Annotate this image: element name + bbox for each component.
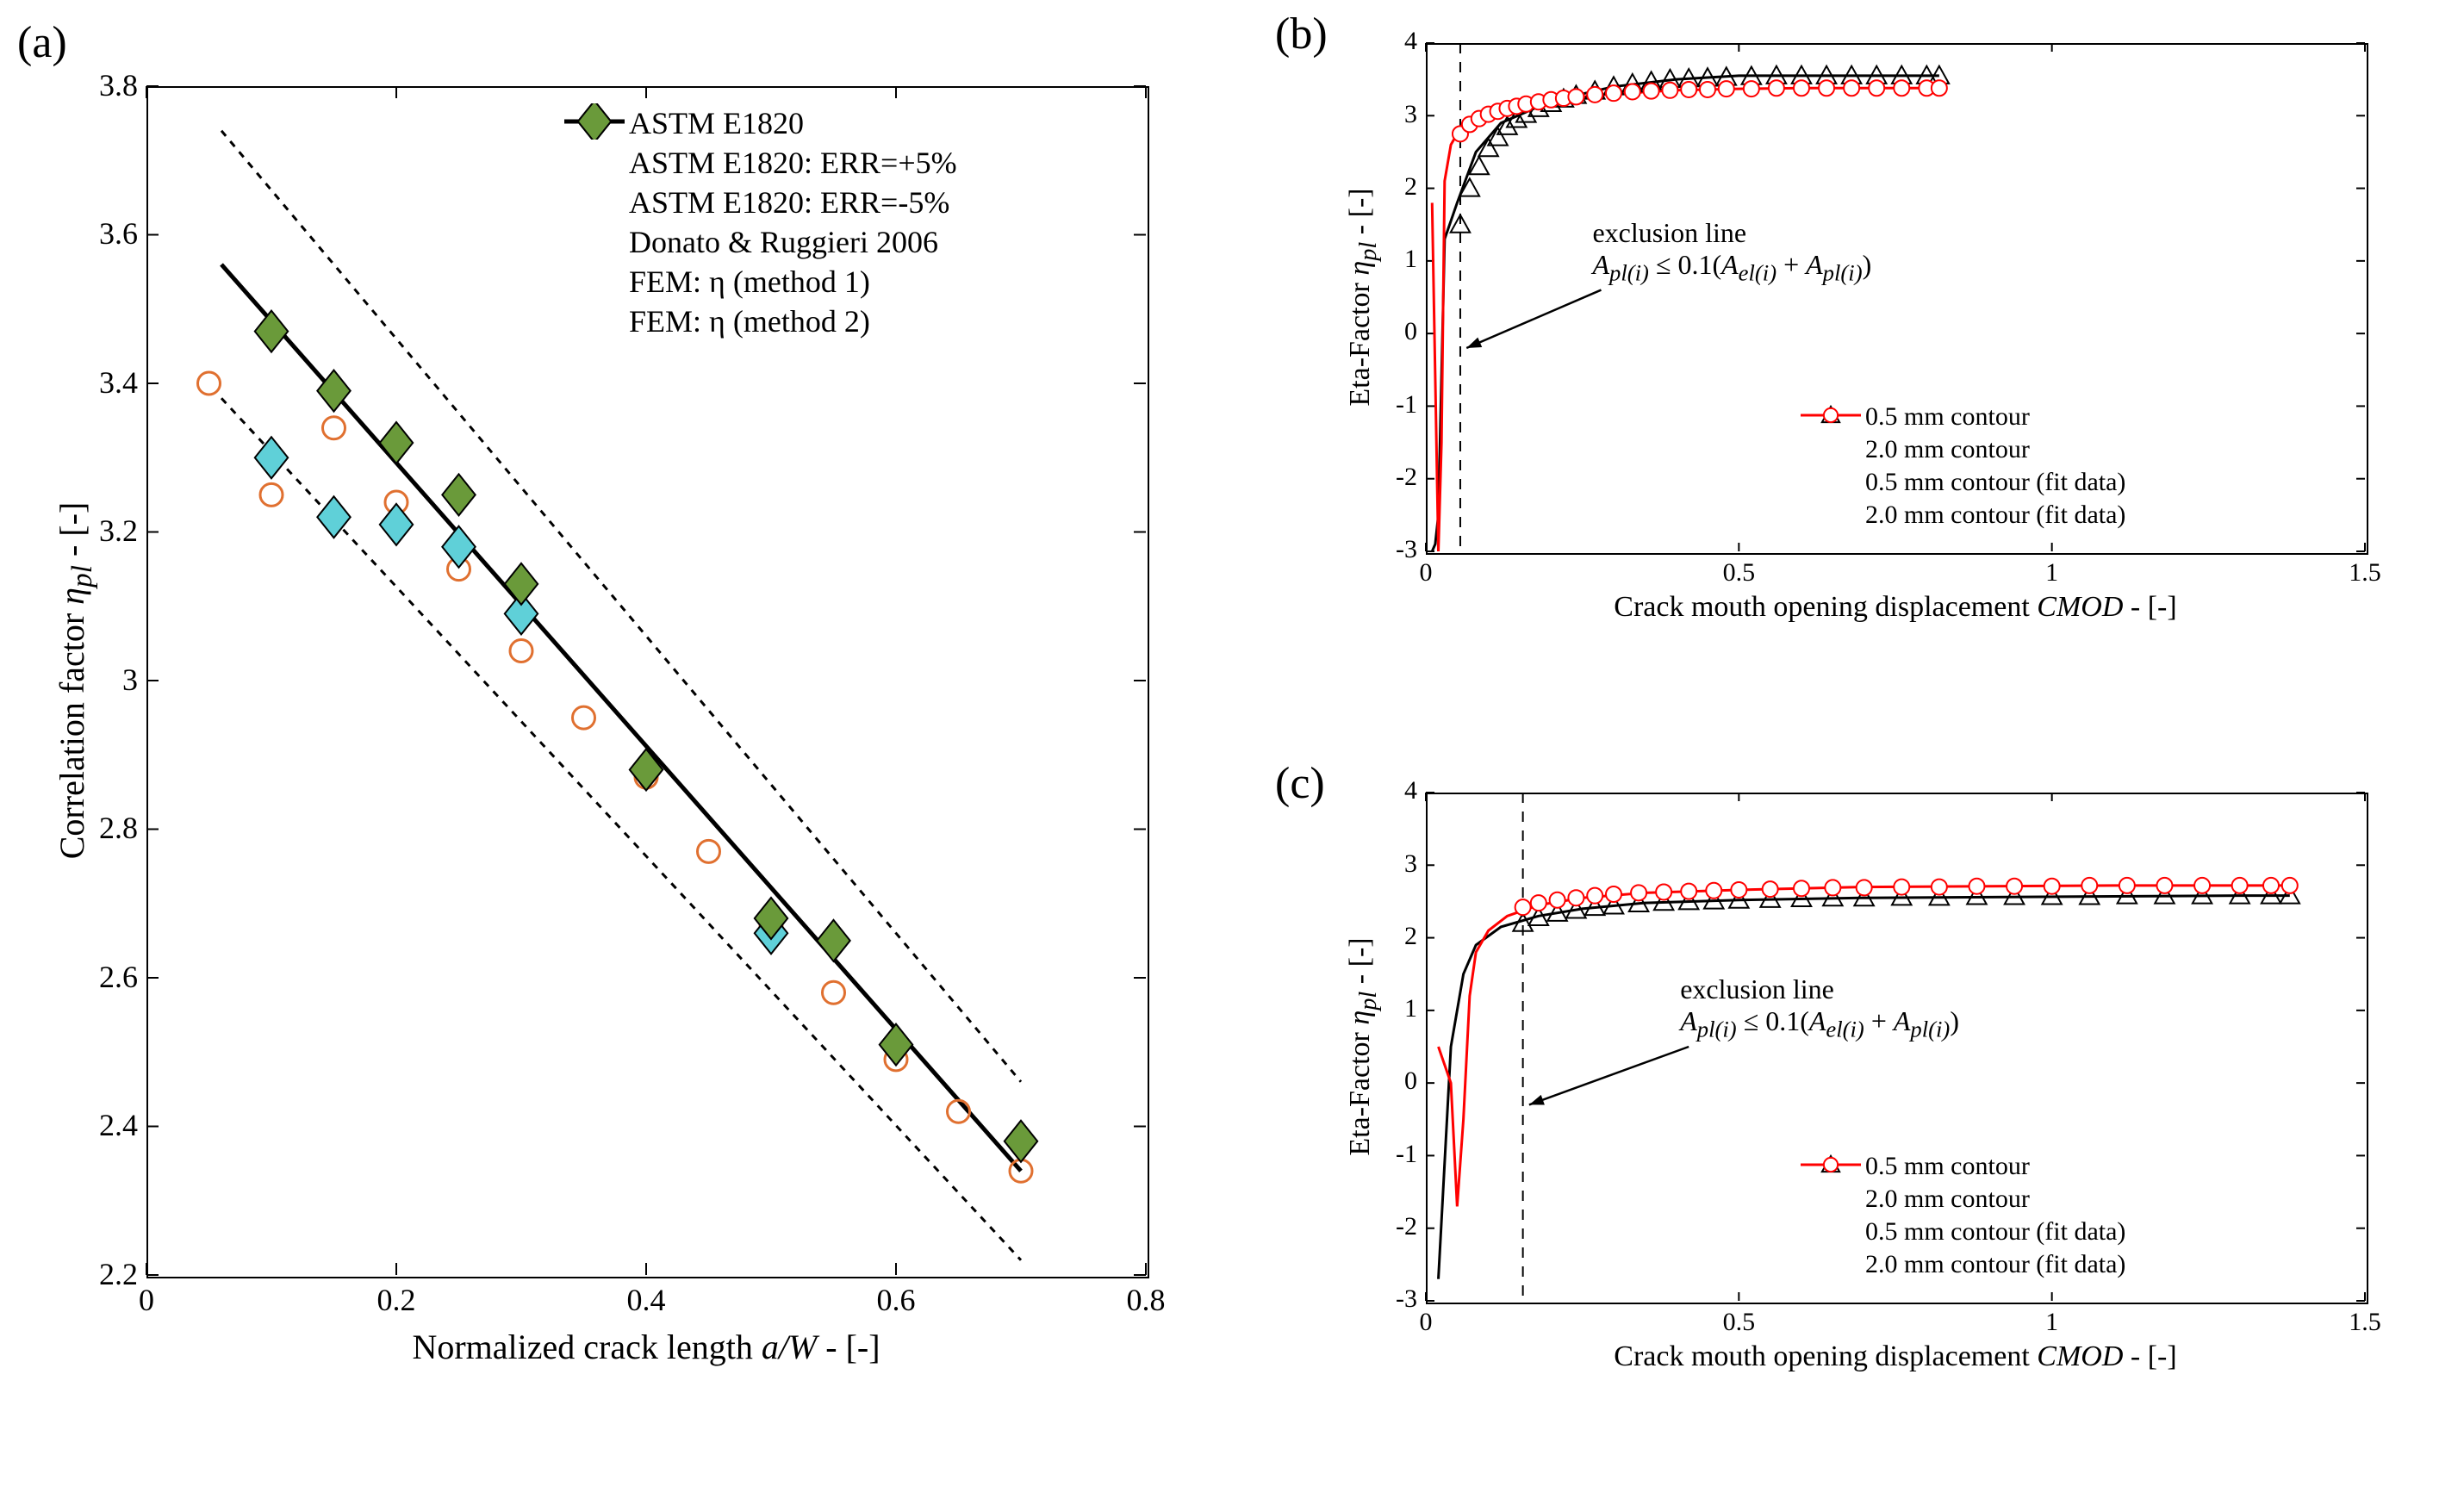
ytick-label: 2 — [1361, 922, 1417, 951]
ytick-label: 1 — [1361, 994, 1417, 1023]
exclusion-annotation: exclusion lineApl(i) ≤ 0.1(Ael(i) + Apl(… — [1592, 217, 1871, 286]
xtick-label: 1 — [2018, 1308, 2087, 1337]
xtick-label: 0.4 — [612, 1282, 681, 1318]
ytick-label: 4 — [1361, 776, 1417, 805]
ytick-label: 0 — [1361, 1067, 1417, 1096]
legend-label: 2.0 mm contour — [1865, 1182, 2030, 1217]
xtick-label: 0.6 — [862, 1282, 930, 1318]
ytick-label: -2 — [1361, 463, 1417, 492]
ytick-label: 2.8 — [82, 810, 138, 846]
ytick-label: 3 — [1361, 849, 1417, 879]
ytick-label: -3 — [1361, 1284, 1417, 1314]
xtick-label: 0.5 — [1704, 558, 1773, 588]
ytick-label: 2.2 — [82, 1256, 138, 1292]
ytick-label: 3.8 — [82, 67, 138, 103]
ytick-label: -1 — [1361, 390, 1417, 420]
ytick-label: 1 — [1361, 245, 1417, 274]
exclusion-annotation: exclusion lineApl(i) ≤ 0.1(Ael(i) + Apl(… — [1680, 973, 1959, 1042]
xtick-label: 0.5 — [1704, 1308, 1773, 1337]
figure-root: (a) Normalized crack length a/W - [-] Co… — [0, 0, 2464, 1505]
legend-label: 0.5 mm contour — [1865, 1149, 2030, 1185]
xtick-label: 1 — [2018, 558, 2087, 588]
ytick-label: -3 — [1361, 535, 1417, 564]
ytick-label: -2 — [1361, 1212, 1417, 1241]
ytick-label: -1 — [1361, 1140, 1417, 1169]
ytick-label: 4 — [1361, 27, 1417, 56]
ytick-label: 2 — [1361, 172, 1417, 202]
xtick-label: 0.8 — [1111, 1282, 1180, 1318]
legend-label: 2.0 mm contour (fit data) — [1865, 1247, 2125, 1283]
legend-item: 0.5 mm contour (fit data) — [1796, 1216, 2125, 1248]
ytick-label: 3.2 — [82, 513, 138, 549]
xtick-label: 1.5 — [2330, 1308, 2399, 1337]
ytick-label: 3.6 — [82, 215, 138, 252]
legend-c: 0.5 mm contour2.0 mm contour0.5 mm conto… — [1796, 1150, 2125, 1281]
ytick-label: 0 — [1361, 317, 1417, 346]
legend-label: 0.5 mm contour (fit data) — [1865, 1215, 2125, 1250]
legend-item: 2.0 mm contour (fit data) — [1796, 1248, 2125, 1281]
xtick-label: 1.5 — [2330, 558, 2399, 588]
xtick-label: 0.2 — [362, 1282, 431, 1318]
xlabel-c: Crack mouth opening displacement CMOD - … — [1426, 1340, 2365, 1373]
ytick-label: 2.4 — [82, 1107, 138, 1143]
ytick-label: 3 — [82, 662, 138, 698]
legend-item: 2.0 mm contour — [1796, 1183, 2125, 1216]
ytick-label: 3 — [1361, 100, 1417, 129]
ytick-label: 2.6 — [82, 959, 138, 995]
ytick-label: 3.4 — [82, 364, 138, 401]
